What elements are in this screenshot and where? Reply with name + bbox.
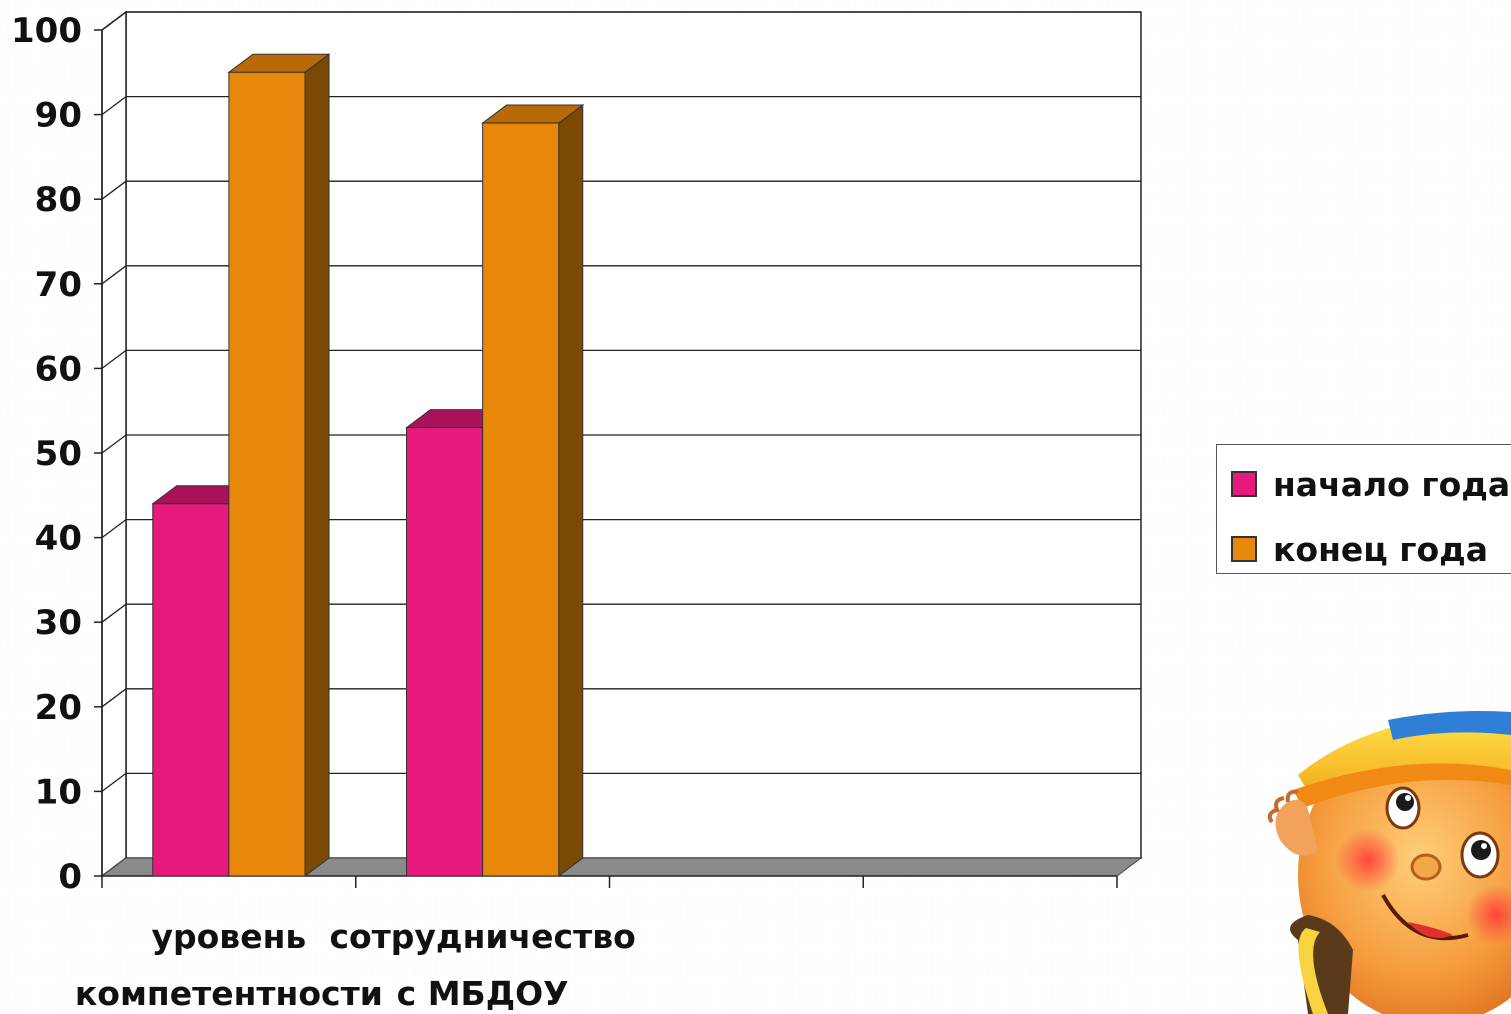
gridlines bbox=[101, 11, 1141, 792]
bar bbox=[481, 104, 585, 877]
legend-label-start: начало года bbox=[1273, 464, 1511, 504]
gridline bbox=[101, 265, 1141, 285]
category-label: с МБДОУ bbox=[397, 974, 569, 1013]
y-tick-label: 80 bbox=[35, 180, 82, 220]
gridline bbox=[101, 518, 1141, 539]
y-tick-label: 10 bbox=[35, 772, 82, 812]
y-tick-label: 90 bbox=[35, 96, 82, 136]
smiling-bun-character-icon bbox=[1258, 690, 1511, 1014]
y-tick-label: 50 bbox=[35, 434, 82, 474]
bar bbox=[227, 53, 331, 877]
bar-front bbox=[406, 427, 484, 877]
y-tick-label: 0 bbox=[58, 857, 82, 897]
category-label: компетентности bbox=[75, 974, 383, 1013]
y-tick-label: 70 bbox=[35, 265, 82, 305]
gridline bbox=[101, 603, 1141, 623]
gridline bbox=[101, 349, 1141, 369]
bar-front bbox=[228, 71, 306, 877]
y-tick-label: 40 bbox=[35, 519, 82, 559]
bar-side bbox=[304, 53, 330, 877]
legend-item-end: конец года bbox=[1231, 529, 1488, 569]
gridline bbox=[101, 688, 1141, 708]
legend: начало года конец года bbox=[1216, 444, 1511, 574]
y-tick-label: 60 bbox=[35, 349, 82, 389]
gridline bbox=[101, 11, 1141, 31]
bar-side bbox=[558, 104, 584, 877]
gridline bbox=[101, 434, 1141, 454]
y-tick-label: 100 bbox=[11, 11, 82, 51]
category-label: сотрудничество bbox=[329, 917, 635, 956]
legend-swatch-start bbox=[1231, 471, 1257, 497]
y-tick-label: 20 bbox=[35, 688, 82, 728]
category-label: уровень bbox=[152, 917, 307, 956]
gridline bbox=[101, 95, 1141, 116]
bar-front bbox=[152, 503, 230, 877]
bar-front bbox=[482, 122, 560, 877]
gridline bbox=[101, 180, 1141, 200]
gridline bbox=[101, 772, 1141, 792]
legend-label-end: конец года bbox=[1273, 529, 1489, 569]
legend-item-start: начало года bbox=[1231, 464, 1510, 504]
y-tick-label: 30 bbox=[35, 603, 82, 643]
y-tick-labels: 0 10 20 30 40 50 60 70 80 90 100 bbox=[11, 11, 82, 897]
bars bbox=[151, 53, 585, 877]
category-labels: уровень компетентности сотрудничество с МБД… bbox=[75, 917, 636, 1013]
legend-swatch-end bbox=[1231, 536, 1257, 562]
